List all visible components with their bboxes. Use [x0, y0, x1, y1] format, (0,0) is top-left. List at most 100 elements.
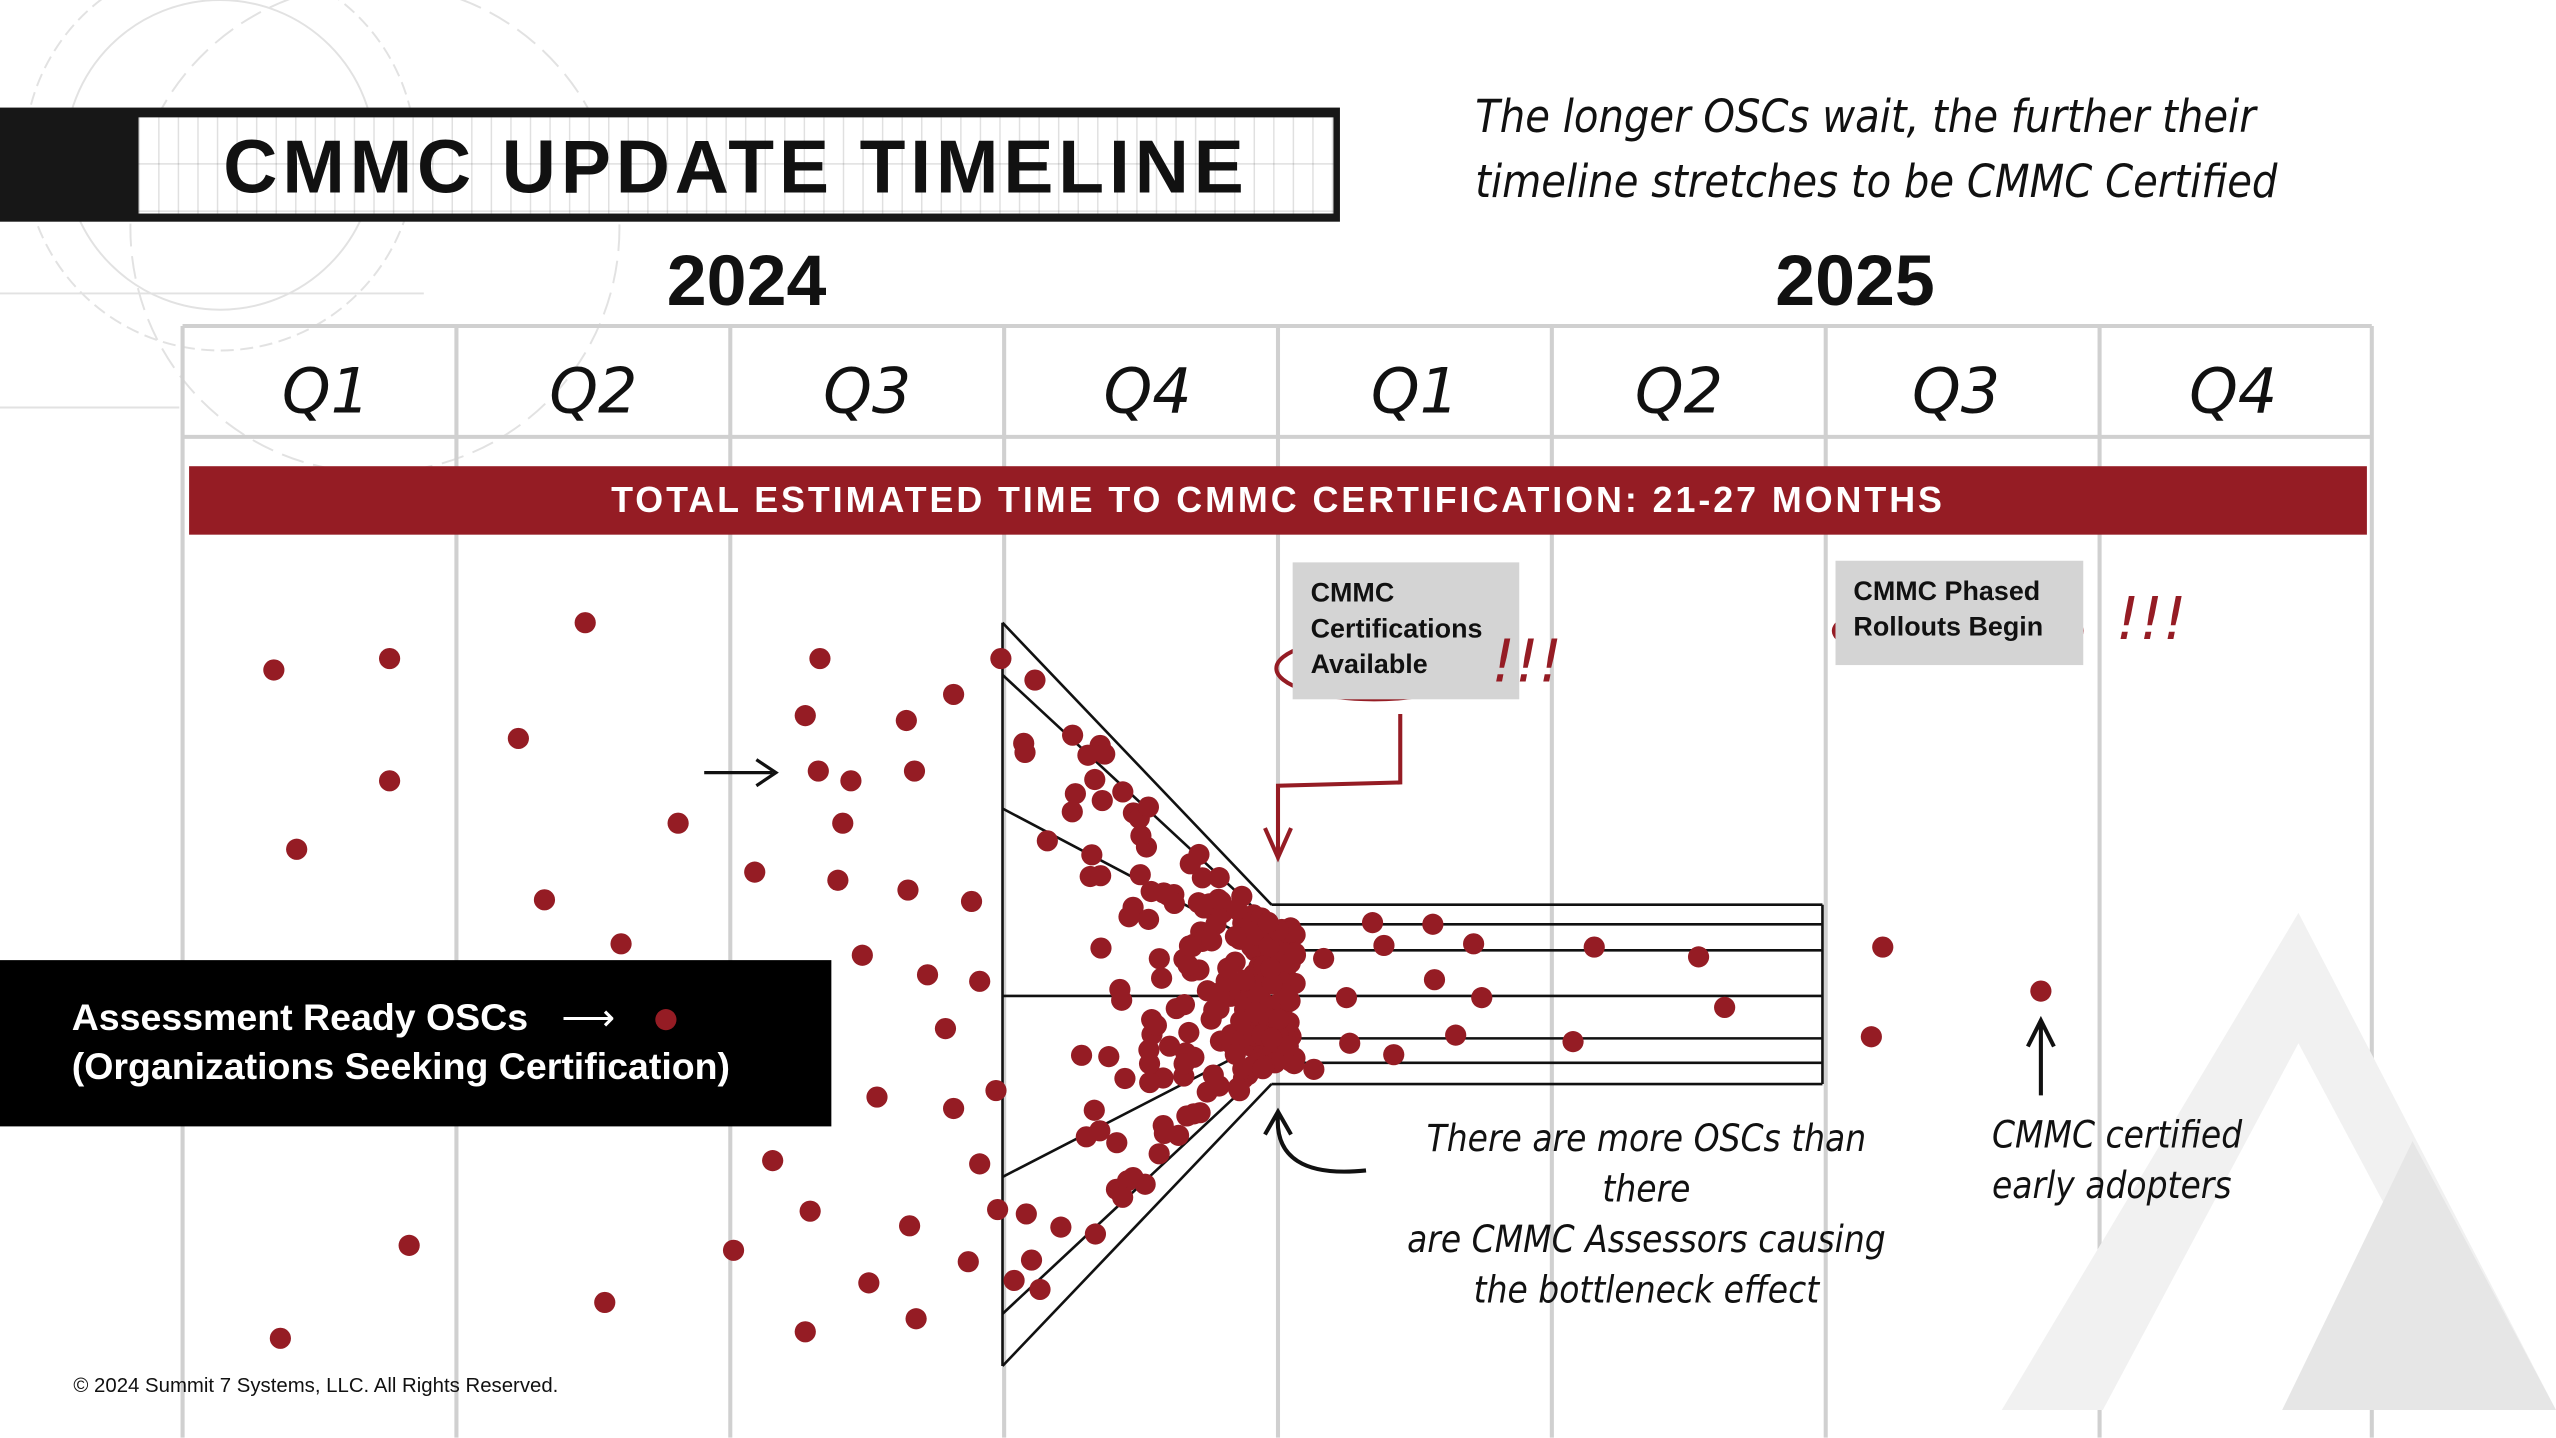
- osc-dot: [1094, 743, 1116, 765]
- osc-dot: [1303, 1058, 1325, 1080]
- osc-dot: [1373, 934, 1395, 957]
- osc-dot: [594, 1291, 616, 1314]
- quarter-label: Q3: [823, 355, 912, 428]
- osc-dot: [762, 1150, 784, 1172]
- osc-dot: [799, 1200, 821, 1222]
- osc-dot: [1090, 865, 1112, 887]
- osc-dot: [943, 683, 965, 706]
- subtitle-line: timeline stretches to be CMMC Certified: [1475, 154, 2278, 209]
- milestone-phased-rollouts: CMMC Phased Rollouts Begin: [1835, 560, 2084, 666]
- osc-dot: [378, 647, 401, 670]
- funnel-line: [1001, 621, 1273, 906]
- osc-dot: [263, 659, 285, 681]
- osc-dot: [1313, 947, 1335, 970]
- osc-dot: [1137, 908, 1160, 930]
- osc-dot: [1471, 987, 1493, 1009]
- milestone-text: Available: [1310, 650, 1428, 680]
- osc-dot: [398, 1234, 420, 1256]
- osc-dot: [1112, 1186, 1134, 1208]
- osc-dot: [1077, 744, 1099, 766]
- osc-dot: [1091, 789, 1113, 812]
- osc-dot: [1228, 1080, 1251, 1102]
- osc-dot: [1203, 999, 1225, 1021]
- year-2025: 2025: [1775, 241, 1935, 322]
- annotation-line: CMMC certified: [1991, 1114, 2243, 1158]
- osc-dot: [1137, 796, 1160, 818]
- osc-dot: [957, 1251, 979, 1273]
- osc-dot: [1224, 925, 1247, 948]
- subtitle-line: The longer OSCs wait, the further their: [1475, 89, 2256, 144]
- milestone-text: Certifications: [1310, 614, 1483, 644]
- osc-dot: [1257, 911, 1279, 934]
- osc-dot: [1122, 1166, 1144, 1189]
- osc-dot-icon: [654, 1009, 677, 1031]
- osc-dot: [1064, 783, 1086, 805]
- osc-dot: [722, 1239, 745, 1261]
- annotation-line: the bottleneck effect: [1473, 1269, 1820, 1313]
- osc-dot: [960, 890, 983, 913]
- osc-dot: [1687, 946, 1710, 968]
- milestone-text: CMMC: [1310, 578, 1395, 609]
- osc-dot: [1098, 1046, 1120, 1068]
- osc-dot: [903, 760, 926, 782]
- osc-dot: [1244, 1001, 1266, 1023]
- osc-dot: [1062, 724, 1084, 746]
- osc-dot: [969, 970, 991, 992]
- osc-dot: [1145, 1014, 1167, 1036]
- osc-dot: [858, 1272, 880, 1294]
- annotation-line: There are more OSCs than there: [1426, 1118, 1867, 1212]
- osc-dot: [1129, 864, 1151, 886]
- osc-dot: [1383, 1044, 1405, 1066]
- osc-dot: [1714, 996, 1736, 1018]
- osc-dot: [1177, 954, 1199, 976]
- osc-dot: [1422, 913, 1444, 935]
- osc-dot: [1061, 801, 1083, 823]
- osc-dot: [744, 861, 766, 883]
- osc-dot: [507, 727, 529, 750]
- osc-dot: [1187, 892, 1210, 914]
- page-title: CMMC UPDATE TIMELINE: [223, 123, 1249, 208]
- osc-dot: [895, 709, 917, 732]
- osc-dot: [1188, 843, 1210, 866]
- osc-dot: [943, 1097, 965, 1120]
- osc-dot: [1159, 1035, 1181, 1057]
- quarter-label: Q2: [1634, 355, 1724, 428]
- osc-dot: [897, 879, 919, 901]
- osc-dot: [2030, 980, 2052, 1002]
- bottleneck-annotation: There are more OSCs than there are CMMC …: [1388, 1115, 1904, 1317]
- osc-dot: [1153, 1122, 1175, 1145]
- osc-dot: [1205, 913, 1227, 935]
- legend: Assessment Ready OSCs ⟶ (Organizations S…: [0, 960, 832, 1127]
- osc-dot: [610, 933, 632, 955]
- funnel-line: [1001, 673, 1273, 926]
- osc-dot: [1261, 973, 1283, 995]
- quarter-label: Q1: [1370, 355, 1460, 428]
- osc-dot: [1226, 898, 1248, 921]
- osc-dot: [1089, 1120, 1111, 1142]
- osc-dot: [1165, 997, 1187, 1020]
- legend-line: Assessment Ready OSCs ⟶: [72, 993, 832, 1042]
- osc-dot: [1247, 985, 1269, 1007]
- osc-dot: [1153, 882, 1175, 904]
- osc-dot: [1084, 768, 1106, 791]
- osc-dot: [1284, 942, 1306, 964]
- osc-dot: [1148, 1143, 1170, 1165]
- osc-dot: [1106, 1132, 1128, 1154]
- funnel-line: [1001, 1083, 1273, 1367]
- quarter-label: Q4: [1103, 355, 1192, 428]
- osc-dot: [1173, 1053, 1195, 1075]
- osc-dot: [1036, 830, 1058, 852]
- arrow-up-icon: [2026, 1015, 2056, 1096]
- osc-dot: [1258, 936, 1280, 958]
- summit7-logo-watermark: [2001, 912, 2556, 1411]
- osc-dot: [840, 770, 862, 792]
- osc-dot: [286, 838, 308, 860]
- osc-dot: [794, 1321, 816, 1343]
- osc-dot: [1207, 888, 1230, 910]
- osc-dot: [1109, 978, 1131, 1001]
- osc-dot: [1070, 1044, 1093, 1066]
- osc-dot: [1252, 1058, 1274, 1080]
- title-box: CMMC UPDATE TIMELINE: [138, 117, 1334, 214]
- annotation-line: are CMMC Assessors causing: [1407, 1219, 1886, 1262]
